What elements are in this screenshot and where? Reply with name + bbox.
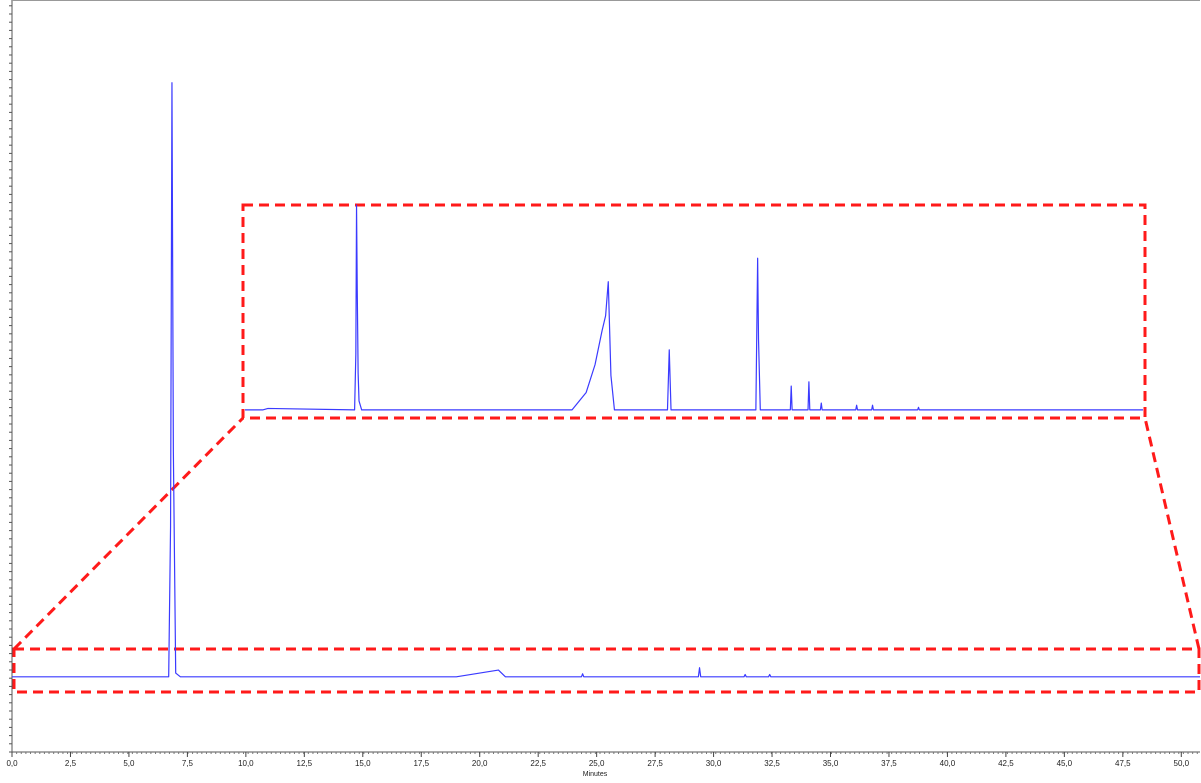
x-tick-label: 40,0	[940, 759, 956, 768]
connector-left	[12, 416, 245, 651]
x-tick-label: 25,0	[589, 759, 605, 768]
zoom-region	[12, 647, 1201, 694]
x-tick-label: 5,0	[123, 759, 135, 768]
x-tick-label: 42,5	[998, 759, 1014, 768]
x-tick-label: 50,0	[1174, 759, 1190, 768]
x-tick-label: 32,5	[764, 759, 780, 768]
x-tick-label: 12,5	[297, 759, 313, 768]
x-tick-label: 20,0	[472, 759, 488, 768]
y-minor-ticks	[9, 5, 12, 753]
x-tick-label: 45,0	[1057, 759, 1073, 768]
trace	[12, 82, 1200, 678]
x-tick-label: 37,5	[881, 759, 897, 768]
x-tick-label: 7,5	[182, 759, 194, 768]
connector-right	[1143, 417, 1201, 650]
inset-box	[241, 203, 1147, 420]
x-tick-label: 30,0	[706, 759, 722, 768]
x-tick-label: 15,0	[355, 759, 371, 768]
x-tick-label: 0,0	[6, 759, 18, 768]
x-axis-label: Minutes	[583, 771, 608, 778]
x-tick-label: 22,5	[530, 759, 546, 768]
x-tick-label: 47,5	[1115, 759, 1131, 768]
x-tick-label: 35,0	[823, 759, 839, 768]
inset-trace	[245, 204, 1143, 411]
x-tick-label: 10,0	[238, 759, 254, 768]
x-tick-label: 27,5	[647, 759, 663, 768]
x-tick-label: 2,5	[65, 759, 77, 768]
x-tick-label: 17,5	[413, 759, 429, 768]
